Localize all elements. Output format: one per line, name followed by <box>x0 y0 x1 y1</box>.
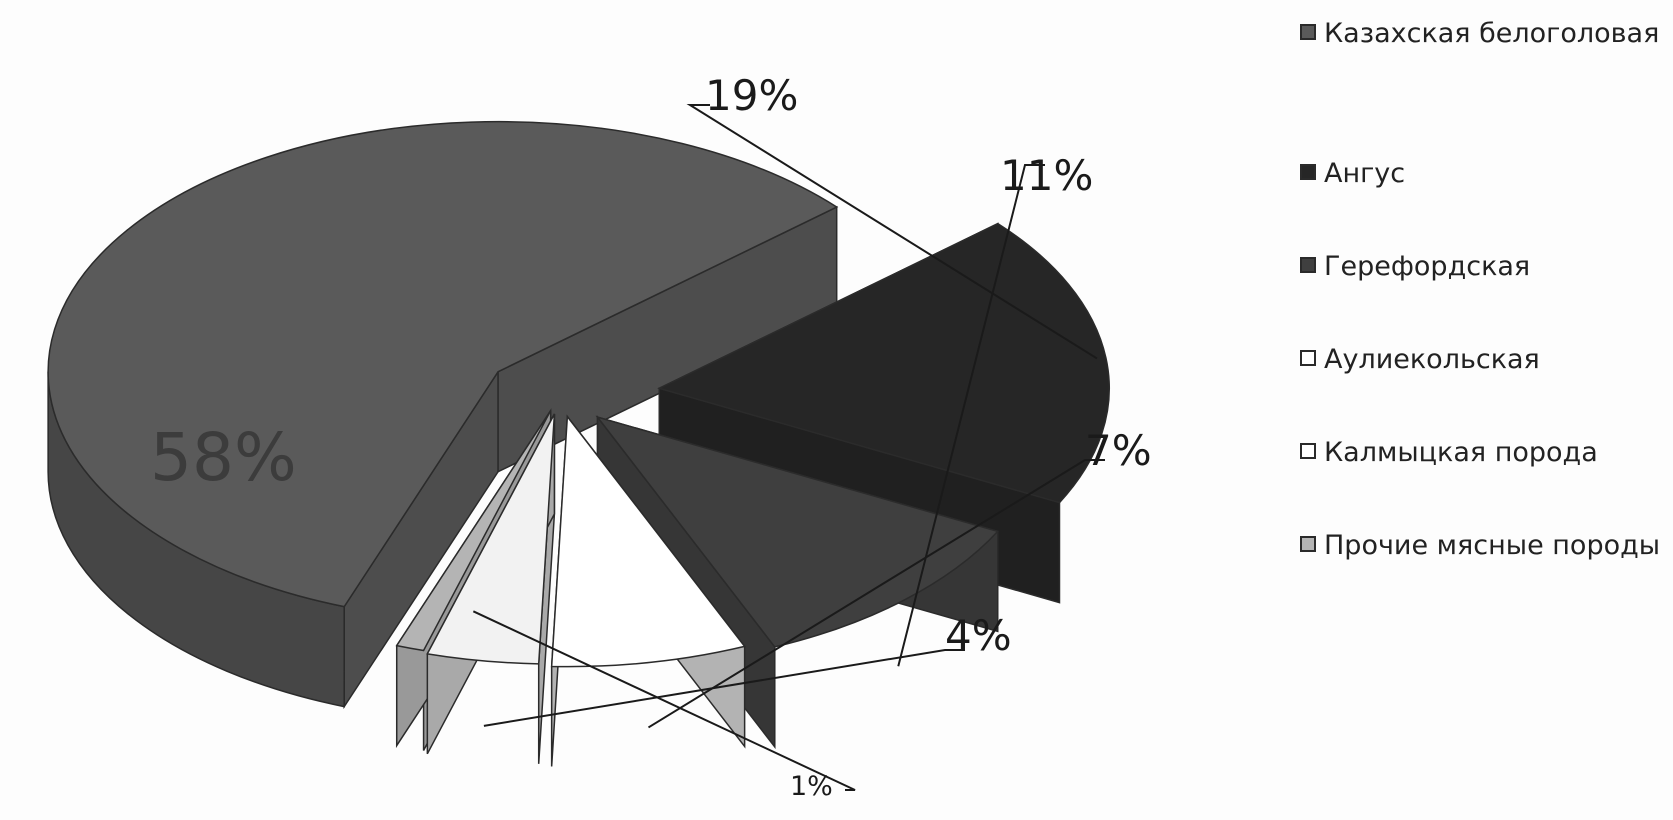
legend-label: Прочие мясные породы <box>1324 530 1661 561</box>
legend-item-kazakh-whitehead: Казахская белоголовая <box>1300 14 1670 154</box>
slice-2 <box>657 222 1110 504</box>
legend: Казахская белоголовая Ангус Герефордская… <box>1300 14 1670 619</box>
data-label: 11% <box>1000 151 1093 200</box>
legend-item-auliekol: Аулиекольская <box>1300 340 1670 433</box>
data-labels: 58% 19% 11% 7% 4% 1% <box>150 71 1152 802</box>
legend-swatch <box>1300 443 1316 459</box>
pie-slices <box>47 120 1110 767</box>
data-label: 19% <box>705 71 798 120</box>
leader-line <box>483 649 965 727</box>
slice-1 <box>47 120 839 608</box>
legend-item-angus: Ангус <box>1300 154 1670 247</box>
data-label: 7% <box>1085 426 1152 475</box>
legend-swatch <box>1300 24 1316 40</box>
legend-swatch <box>1300 536 1316 552</box>
leader-line <box>897 164 1045 667</box>
pie-chart: 58% 19% 11% 7% 4% 1% <box>47 71 1152 802</box>
legend-label: Калмыцкая порода <box>1324 437 1598 468</box>
legend-swatch <box>1300 164 1316 180</box>
legend-item-kalmyk: Калмыцкая порода <box>1300 433 1670 526</box>
legend-label: Ангус <box>1324 158 1406 189</box>
data-label: 58% <box>150 419 297 496</box>
data-label: 4% <box>945 611 1012 660</box>
legend-item-hereford: Герефордская <box>1300 247 1670 340</box>
legend-label: Герефордская <box>1324 251 1531 282</box>
legend-swatch <box>1300 257 1316 273</box>
slice-6 <box>395 410 552 652</box>
legend-item-other-beef: Прочие мясные породы <box>1300 526 1670 619</box>
legend-label: Казахская белоголовая <box>1324 18 1660 49</box>
slice-3 <box>595 415 1000 648</box>
legend-swatch <box>1300 350 1316 366</box>
leader-line <box>472 610 856 791</box>
slice-5 <box>426 413 556 665</box>
slice-4 <box>550 414 746 668</box>
data-label: 1% <box>790 771 833 802</box>
leader-line <box>647 459 1105 729</box>
leader-lines <box>472 104 1105 791</box>
legend-label: Аулиекольская <box>1324 344 1540 375</box>
leader-line <box>686 104 1098 360</box>
